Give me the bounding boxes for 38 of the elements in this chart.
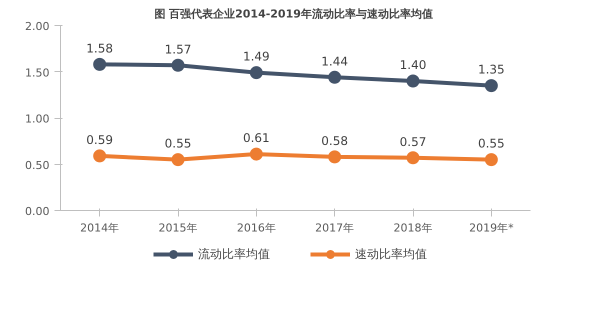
legend-label: 流动比率均值 xyxy=(198,246,270,262)
point xyxy=(250,148,263,161)
data-label: 0.58 xyxy=(321,134,348,148)
x-tick-label: 2019年* xyxy=(469,222,514,234)
data-label: 1.49 xyxy=(242,50,270,64)
point xyxy=(93,149,106,162)
y-tick-label: 2.00 xyxy=(25,20,50,33)
data-label: 0.61 xyxy=(242,131,270,146)
data-label: 1.58 xyxy=(86,41,114,56)
y-tick-label: 0.00 xyxy=(25,205,50,218)
data-label: 1.44 xyxy=(321,54,348,68)
point xyxy=(406,74,420,88)
x-tick-label: 2016年 xyxy=(236,222,276,234)
x-tick-label: 2018年 xyxy=(394,222,433,234)
legend-label: 速动比率均值 xyxy=(355,246,427,262)
x-tick-label: 2014年 xyxy=(80,222,120,234)
chart-title: 图 百强代表企业2014-2019年流动比率与速动比率均值 xyxy=(154,8,433,20)
data-label: 0.57 xyxy=(400,134,426,149)
data-label: 1.57 xyxy=(164,42,192,56)
point xyxy=(328,150,342,164)
point xyxy=(484,79,498,92)
point xyxy=(484,153,498,166)
y-tick-label: 1.00 xyxy=(25,112,50,126)
y-tick-label: 0.50 xyxy=(25,158,50,172)
point xyxy=(406,151,420,164)
x-tick-label: 2015年 xyxy=(158,222,198,234)
data-label: 1.35 xyxy=(478,62,505,77)
data-label: 1.40 xyxy=(400,58,426,72)
data-label: 0.55 xyxy=(478,136,505,151)
point xyxy=(172,153,184,166)
data-label: 0.59 xyxy=(86,132,114,147)
point xyxy=(328,70,342,84)
x-tick-label: 2017年 xyxy=(315,222,354,234)
data-label: 0.55 xyxy=(164,136,192,151)
point xyxy=(172,58,184,72)
point xyxy=(250,66,263,80)
point xyxy=(93,58,106,71)
y-tick-label: 1.50 xyxy=(25,66,50,80)
